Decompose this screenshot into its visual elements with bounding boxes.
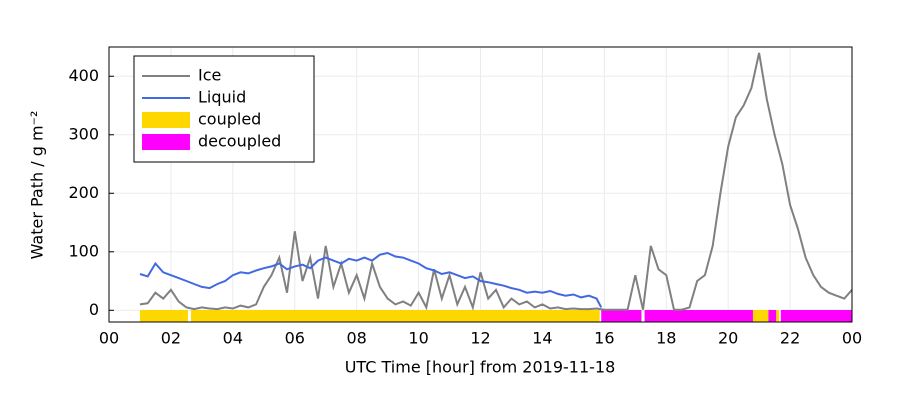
regime-band [139, 310, 188, 322]
plot-frame [108, 46, 853, 323]
x-tick-label: 20 [718, 329, 738, 348]
legend-label: decoupled [198, 132, 281, 151]
y-tick-label: 100 [68, 241, 99, 260]
x-tick-label: 02 [161, 329, 181, 348]
x-tick-label: 00 [842, 329, 862, 348]
regime-band [601, 310, 642, 322]
x-tick-label: 04 [223, 329, 243, 348]
x-tick-label: 10 [408, 329, 428, 348]
legend-label: coupled [198, 110, 261, 129]
regime-band [780, 310, 852, 322]
series-line [139, 251, 603, 308]
x-tick-label: 14 [532, 329, 552, 348]
series-line [139, 52, 853, 311]
y-axis-title: Water Path / g m⁻² [28, 111, 47, 260]
legend-swatch [142, 112, 190, 128]
legend-swatch [142, 134, 190, 150]
y-tick-label: 400 [68, 66, 99, 85]
x-tick-label: 22 [780, 329, 800, 348]
regime-band [776, 310, 780, 322]
x-tick-label: 16 [594, 329, 614, 348]
x-tick-label: 18 [656, 329, 676, 348]
x-tick-label: 06 [285, 329, 305, 348]
x-axis-title: UTC Time [hour] from 2019-11-18 [345, 358, 616, 377]
x-tick-label: 12 [470, 329, 490, 348]
legend-label: Liquid [198, 88, 246, 107]
y-tick-label: 200 [68, 183, 99, 202]
regime-band [644, 310, 753, 322]
regime-band [768, 310, 777, 322]
x-tick-label: 00 [99, 329, 119, 348]
legend-label: Ice [198, 66, 221, 85]
regime-band [191, 310, 600, 322]
y-tick-label: 0 [89, 300, 99, 319]
y-tick-label: 300 [68, 124, 99, 143]
regime-band [752, 310, 769, 322]
x-tick-label: 08 [346, 329, 366, 348]
